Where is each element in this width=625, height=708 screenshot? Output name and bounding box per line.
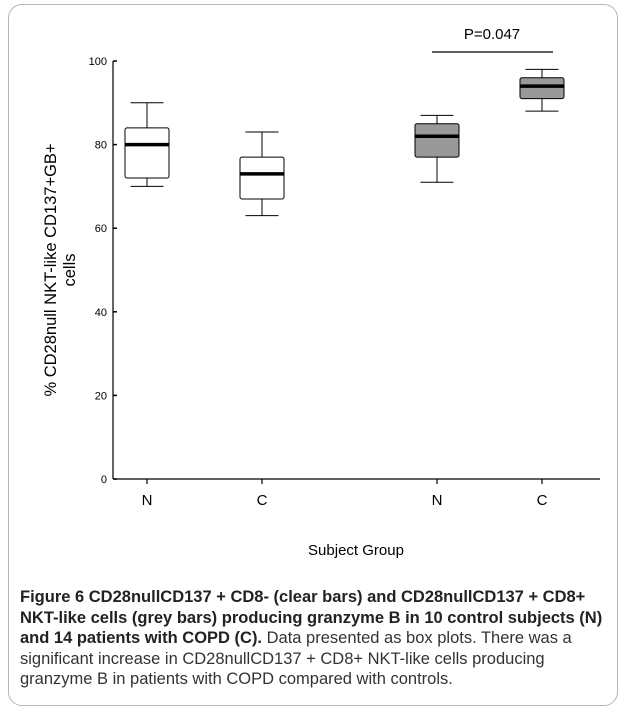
x-axis-label: Subject Group <box>308 542 404 559</box>
y-tick-label: 20 <box>95 390 107 402</box>
box-1 <box>124 102 170 187</box>
y-tick-label: 60 <box>95 223 107 235</box>
x-tick-label: C <box>537 492 548 509</box>
x-tick-label: C <box>257 492 268 509</box>
iqr-box <box>519 77 565 100</box>
y-tick-label: 0 <box>101 474 107 486</box>
caption-text: Data presented as box plots. There was a… <box>20 629 572 688</box>
y-axis-label: % CD28null NKT-like CD137+GB+cells <box>42 143 79 396</box>
x-tick-label: N <box>142 492 153 509</box>
significance-annotation: P=0.047 <box>432 26 553 53</box>
figure-caption: Figure 6 CD28nullCD137 + CD8- (clear bar… <box>20 587 610 690</box>
p-value-label: P=0.047 <box>464 26 520 43</box>
y-tick-label: 100 <box>89 56 107 68</box>
iqr-box <box>239 156 285 200</box>
y-tick-label: 40 <box>95 307 107 319</box>
box-plot-chart: 0 20 40 60 80 100 N C N C P=0.047 % CD28null NKT… <box>42 26 600 559</box>
iqr-box <box>124 127 170 179</box>
y-axis: 0 20 40 60 80 100 <box>89 56 117 486</box>
boxes <box>124 68 565 217</box>
iqr-box <box>414 123 460 158</box>
caption-title: Figure 6 CD28nullCD137 + CD8- (clear bar… <box>20 588 603 647</box>
x-tick-label: N <box>432 492 443 509</box>
box-2 <box>239 131 285 217</box>
box-3 <box>414 114 460 183</box>
y-axis-label-line: cells <box>61 253 79 286</box>
y-axis-label-line: % CD28null NKT-like CD137+GB+ <box>42 143 60 396</box>
y-tick-label: 80 <box>95 140 107 152</box>
figure-frame <box>8 4 618 706</box>
box-4 <box>519 68 565 112</box>
